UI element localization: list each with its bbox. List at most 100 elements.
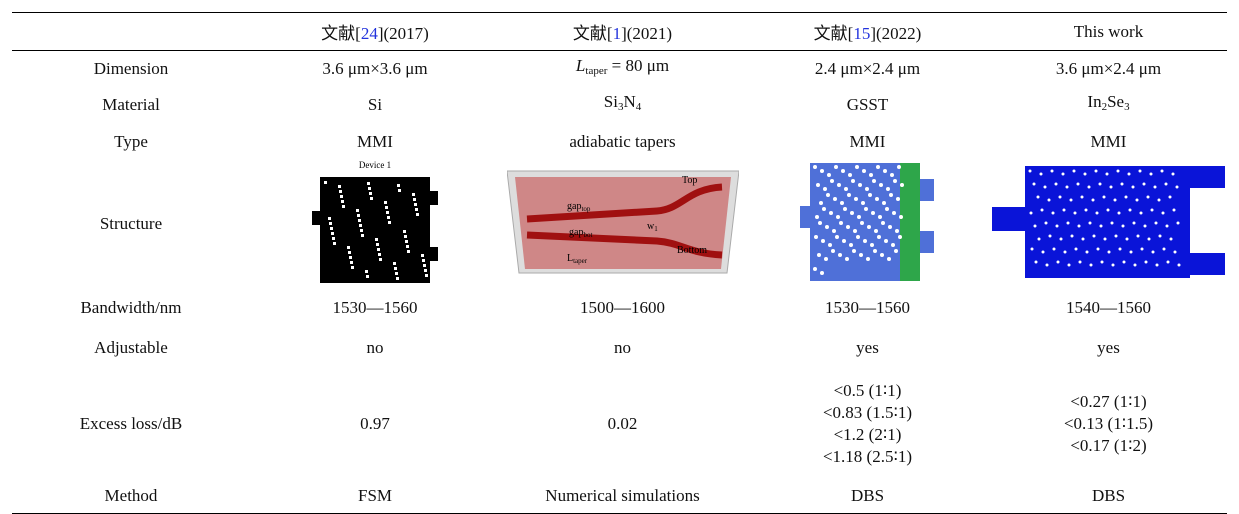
pixel <box>416 213 419 216</box>
cell: yes <box>745 328 990 368</box>
hole <box>820 271 824 275</box>
cell: FSM <box>250 480 500 514</box>
hole <box>1152 250 1155 253</box>
text: MMI <box>357 132 393 151</box>
hole <box>843 207 847 211</box>
hole <box>834 165 838 169</box>
hole <box>1057 260 1060 263</box>
text: adiabatic tapers <box>569 132 675 151</box>
pixel <box>356 209 359 212</box>
hole <box>1143 182 1146 185</box>
hole <box>1038 237 1041 240</box>
hole <box>1082 237 1085 240</box>
cell-line: yes <box>990 337 1227 359</box>
hole <box>1158 198 1161 201</box>
hole <box>882 201 886 205</box>
text: Se <box>1107 92 1124 111</box>
hole <box>866 257 870 261</box>
subscript: 4 <box>636 101 642 113</box>
hole <box>845 257 849 261</box>
hole <box>1177 221 1180 224</box>
cell: Si3N4 <box>500 87 745 123</box>
label-sub: bot <box>583 231 592 239</box>
pixel <box>340 195 343 198</box>
hole <box>861 201 865 205</box>
pixel <box>396 277 399 280</box>
text: DBS <box>851 486 884 505</box>
hole <box>852 249 856 253</box>
text: yes <box>856 338 879 357</box>
page: 文献[24](2017)文献[1](2021)文献[15](2022)This … <box>0 0 1239 514</box>
text: MMI <box>850 132 886 151</box>
comparison-table: 文献[24](2017)文献[1](2021)文献[15](2022)This … <box>12 12 1227 514</box>
hole <box>1103 195 1106 198</box>
pixel <box>404 235 407 238</box>
hole <box>1096 211 1099 214</box>
pixel <box>351 266 354 269</box>
pixel <box>407 250 410 253</box>
row-label: Bandwidth/nm <box>12 288 250 328</box>
hole <box>821 239 825 243</box>
cell: 0.02 <box>500 368 745 480</box>
hole <box>1097 247 1100 250</box>
hole <box>878 215 882 219</box>
hole <box>873 249 877 253</box>
this-work-figure <box>990 161 1227 283</box>
hole <box>1108 250 1111 253</box>
hole <box>888 225 892 229</box>
cell-line: Numerical simulations <box>500 485 745 507</box>
hole <box>881 221 885 225</box>
cell: no <box>250 328 500 368</box>
pixel <box>388 221 391 224</box>
hole <box>875 197 879 201</box>
hole <box>1031 247 1034 250</box>
hole <box>1147 195 1150 198</box>
cell: Numerical simulations <box>500 480 745 514</box>
text: 1500—1600 <box>580 298 665 317</box>
header-text: ](2017) <box>378 24 429 43</box>
hole <box>818 221 822 225</box>
label-sub: top <box>581 205 590 213</box>
hole <box>842 239 846 243</box>
cell-line: adiabatic tapers <box>500 131 745 153</box>
pixel <box>358 219 361 222</box>
hole <box>1129 208 1132 211</box>
ref-link: 1 <box>613 24 622 43</box>
cell-line: 1530—1560 <box>745 297 990 319</box>
cell-line: Si <box>250 94 500 116</box>
hole <box>1088 185 1091 188</box>
hole <box>1104 237 1107 240</box>
hole <box>1107 208 1110 211</box>
hole <box>1101 260 1104 263</box>
hole <box>1156 263 1159 266</box>
pixel <box>423 264 426 267</box>
hole <box>814 235 818 239</box>
port <box>918 179 934 201</box>
text: no <box>614 338 631 357</box>
text: <0.83 (1.5∶1) <box>823 403 912 422</box>
pixel <box>370 197 373 200</box>
row-label: Excess loss/dB <box>12 368 250 480</box>
cell-line: FSM <box>250 485 500 507</box>
hole <box>1030 211 1033 214</box>
text: Numerical simulations <box>545 486 699 505</box>
pixel <box>377 248 380 251</box>
cell-line: 0.97 <box>250 413 500 435</box>
hole <box>826 193 830 197</box>
cell: 2.4 μm×2.4 μm <box>745 51 990 87</box>
hole <box>895 229 899 233</box>
pixel <box>360 229 363 232</box>
text: <0.5 (1∶1) <box>834 381 902 400</box>
header-cell: 文献[24](2017) <box>250 13 500 51</box>
label-sub: 1 <box>654 225 658 233</box>
text: DBS <box>1092 486 1125 505</box>
hole <box>862 169 866 173</box>
hole <box>885 207 889 211</box>
pixel <box>348 251 351 254</box>
pixel <box>375 238 378 241</box>
pixel <box>405 240 408 243</box>
hole <box>1093 234 1096 237</box>
cell: 1500—1600 <box>500 288 745 328</box>
hole <box>891 243 895 247</box>
hole <box>876 165 880 169</box>
